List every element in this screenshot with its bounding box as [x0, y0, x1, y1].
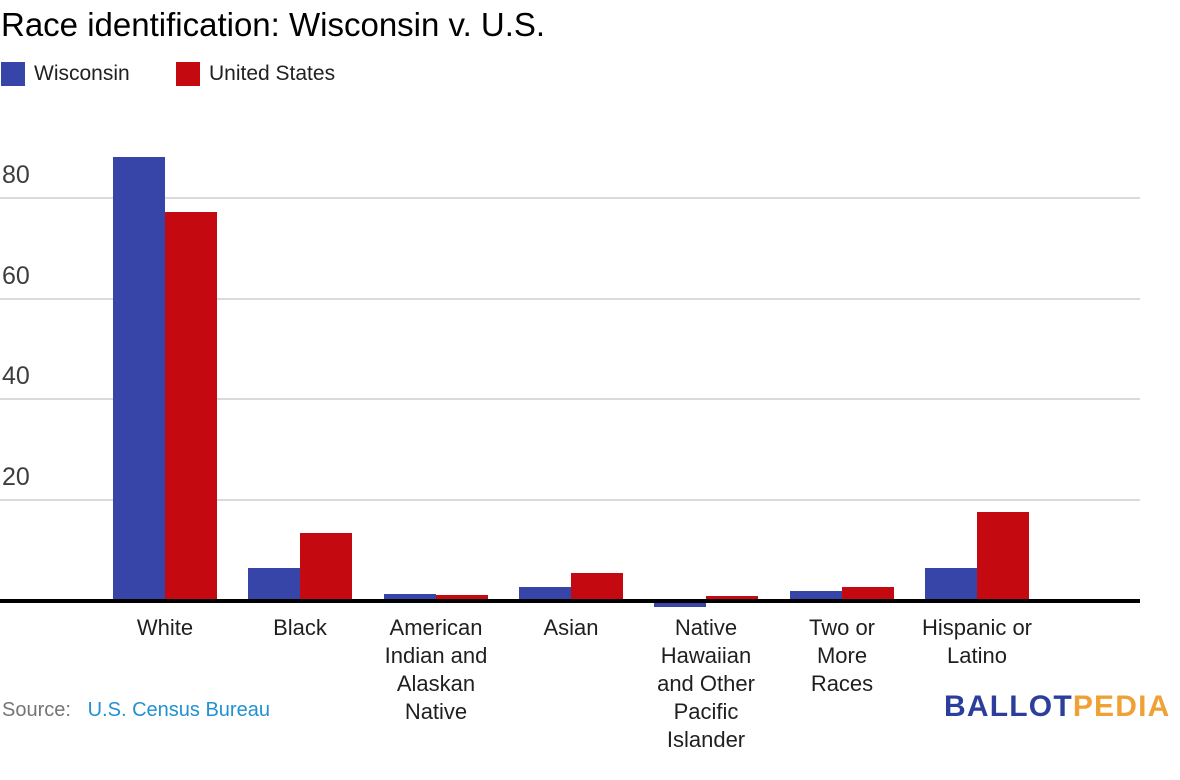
x-category-label-american-indian-and-alaskan-native: American Indian and Alaskan Native — [384, 615, 488, 724]
legend-item-united-states: United States — [176, 62, 335, 86]
ballotpedia-logo: BALLOTPEDIA — [944, 691, 1171, 723]
bar-wisconsin-black[interactable] — [248, 568, 300, 599]
bar-wisconsin-native-hawaiian-and-other-pacific-islander[interactable] — [654, 603, 706, 607]
x-category-label-asian: Asian — [543, 615, 599, 640]
bar-united-states-american-indian-and-alaskan-native[interactable] — [436, 595, 488, 599]
source-line: Source: U.S. Census Bureau — [2, 698, 270, 722]
y-axis-tick-label-40: 40 — [2, 362, 30, 390]
legend-label-wisconsin: Wisconsin — [34, 62, 130, 85]
y-axis-tick-label-80: 80 — [2, 161, 30, 189]
bar-united-states-two-or-more-races[interactable] — [842, 587, 894, 599]
bar-united-states-white[interactable] — [165, 212, 217, 599]
gridline-80 — [0, 197, 1140, 199]
bar-wisconsin-american-indian-and-alaskan-native[interactable] — [384, 594, 436, 599]
legend-label-united-states: United States — [209, 62, 336, 85]
source-link[interactable]: U.S. Census Bureau — [87, 699, 270, 721]
ballotpedia-logo-pedia-text: PEDIA — [1072, 690, 1171, 723]
gridline-40 — [0, 398, 1140, 400]
bar-wisconsin-hispanic-or-latino[interactable] — [925, 568, 977, 599]
bar-wisconsin-asian[interactable] — [519, 587, 571, 599]
source-space — [77, 699, 83, 721]
legend-item-wisconsin: Wisconsin — [1, 62, 130, 86]
gridline-60 — [0, 298, 1140, 300]
bar-united-states-black[interactable] — [300, 533, 352, 599]
x-category-label-white: White — [136, 615, 194, 640]
x-category-label-hispanic-or-latino: Hispanic or Latino — [921, 615, 1033, 668]
legend-swatch-wisconsin-icon — [1, 62, 25, 86]
gridline-20 — [0, 499, 1140, 501]
x-category-label-black: Black — [273, 615, 327, 640]
source-prefix-label: Source: — [2, 699, 71, 721]
x-category-label-native-hawaiian-and-other-pacific-islander: Native Hawaiian and Other Pacific Island… — [657, 615, 755, 752]
legend-swatch-united-states-icon — [176, 62, 200, 86]
x-category-label-two-or-more-races: Two or More Races — [808, 615, 876, 696]
chart-title: Race identification: Wisconsin v. U.S. — [1, 6, 546, 43]
bar-united-states-hispanic-or-latino[interactable] — [977, 512, 1029, 599]
bar-united-states-asian[interactable] — [571, 573, 623, 599]
ballotpedia-logo-ballot-text: BALLOT — [944, 690, 1073, 723]
bar-wisconsin-white[interactable] — [113, 157, 165, 599]
bar-wisconsin-two-or-more-races[interactable] — [790, 591, 842, 599]
bar-united-states-native-hawaiian-and-other-pacific-islander[interactable] — [706, 596, 758, 599]
x-axis-line — [0, 599, 1140, 603]
y-axis-tick-label-20: 20 — [2, 463, 30, 491]
y-axis-tick-label-60: 60 — [2, 262, 30, 290]
